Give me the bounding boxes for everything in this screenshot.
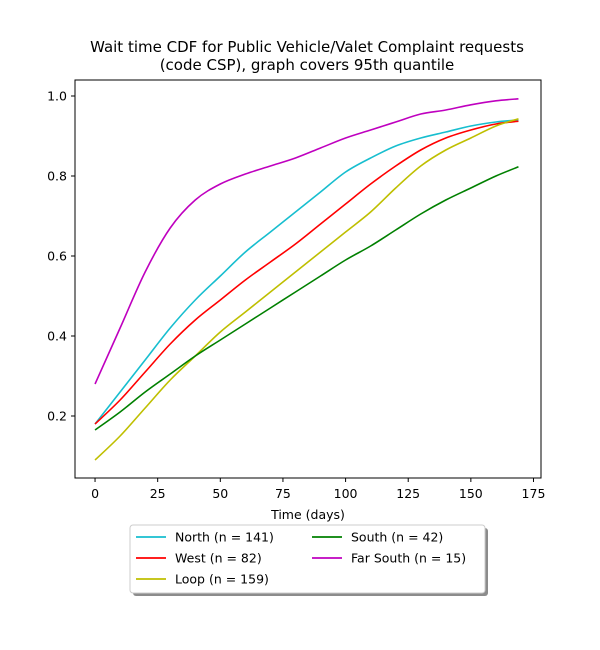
legend-label-4: Far South (n = 15) bbox=[351, 551, 466, 566]
y-tick-label: 0.2 bbox=[47, 409, 67, 424]
y-tick-label: 0.6 bbox=[47, 249, 67, 264]
x-axis-label: Time (days) bbox=[270, 507, 345, 522]
x-tick-label: 125 bbox=[396, 486, 420, 501]
legend-box bbox=[129, 524, 486, 594]
series-line-0 bbox=[94, 119, 519, 425]
series-lines bbox=[94, 98, 519, 461]
chart-title-line-1: Wait time CDF for Public Vehicle/Valet C… bbox=[90, 38, 524, 56]
series-line-1 bbox=[94, 120, 519, 425]
legend: North (n = 141) West (n = 82) Loop (n = 15… bbox=[129, 524, 488, 596]
chart-title: Wait time CDF for Public Vehicle/Valet C… bbox=[90, 38, 524, 74]
x-tick-label: 175 bbox=[522, 486, 546, 501]
legend-label-3: South (n = 42) bbox=[351, 530, 443, 545]
y-tick-label: 0.8 bbox=[47, 169, 67, 184]
legend-label-2: Loop (n = 159) bbox=[175, 572, 269, 587]
x-tick-label: 0 bbox=[91, 486, 99, 501]
x-tick-label: 150 bbox=[459, 486, 483, 501]
x-tick-label: 100 bbox=[334, 486, 358, 501]
series-line-3 bbox=[94, 166, 519, 431]
x-tick-label: 50 bbox=[212, 486, 228, 501]
legend-entries: North (n = 141) West (n = 82) Loop (n = 15… bbox=[136, 530, 466, 587]
plot-frame bbox=[74, 79, 542, 479]
y-axis-ticks: 0.2 0.4 0.6 0.8 1.0 bbox=[47, 89, 75, 424]
y-tick-label: 1.0 bbox=[47, 89, 67, 104]
x-tick-label: 25 bbox=[150, 486, 166, 501]
legend-label-0: North (n = 141) bbox=[175, 530, 274, 545]
y-tick-label: 0.4 bbox=[47, 329, 67, 344]
series-line-4 bbox=[94, 98, 519, 385]
series-line-2 bbox=[94, 118, 519, 461]
chart-title-line-2: (code CSP), graph covers 95th quantile bbox=[160, 56, 455, 74]
x-axis-ticks: 0 25 50 75 100 125 150 175 bbox=[91, 478, 545, 501]
legend-label-1: West (n = 82) bbox=[175, 551, 262, 566]
x-tick-label: 75 bbox=[275, 486, 291, 501]
